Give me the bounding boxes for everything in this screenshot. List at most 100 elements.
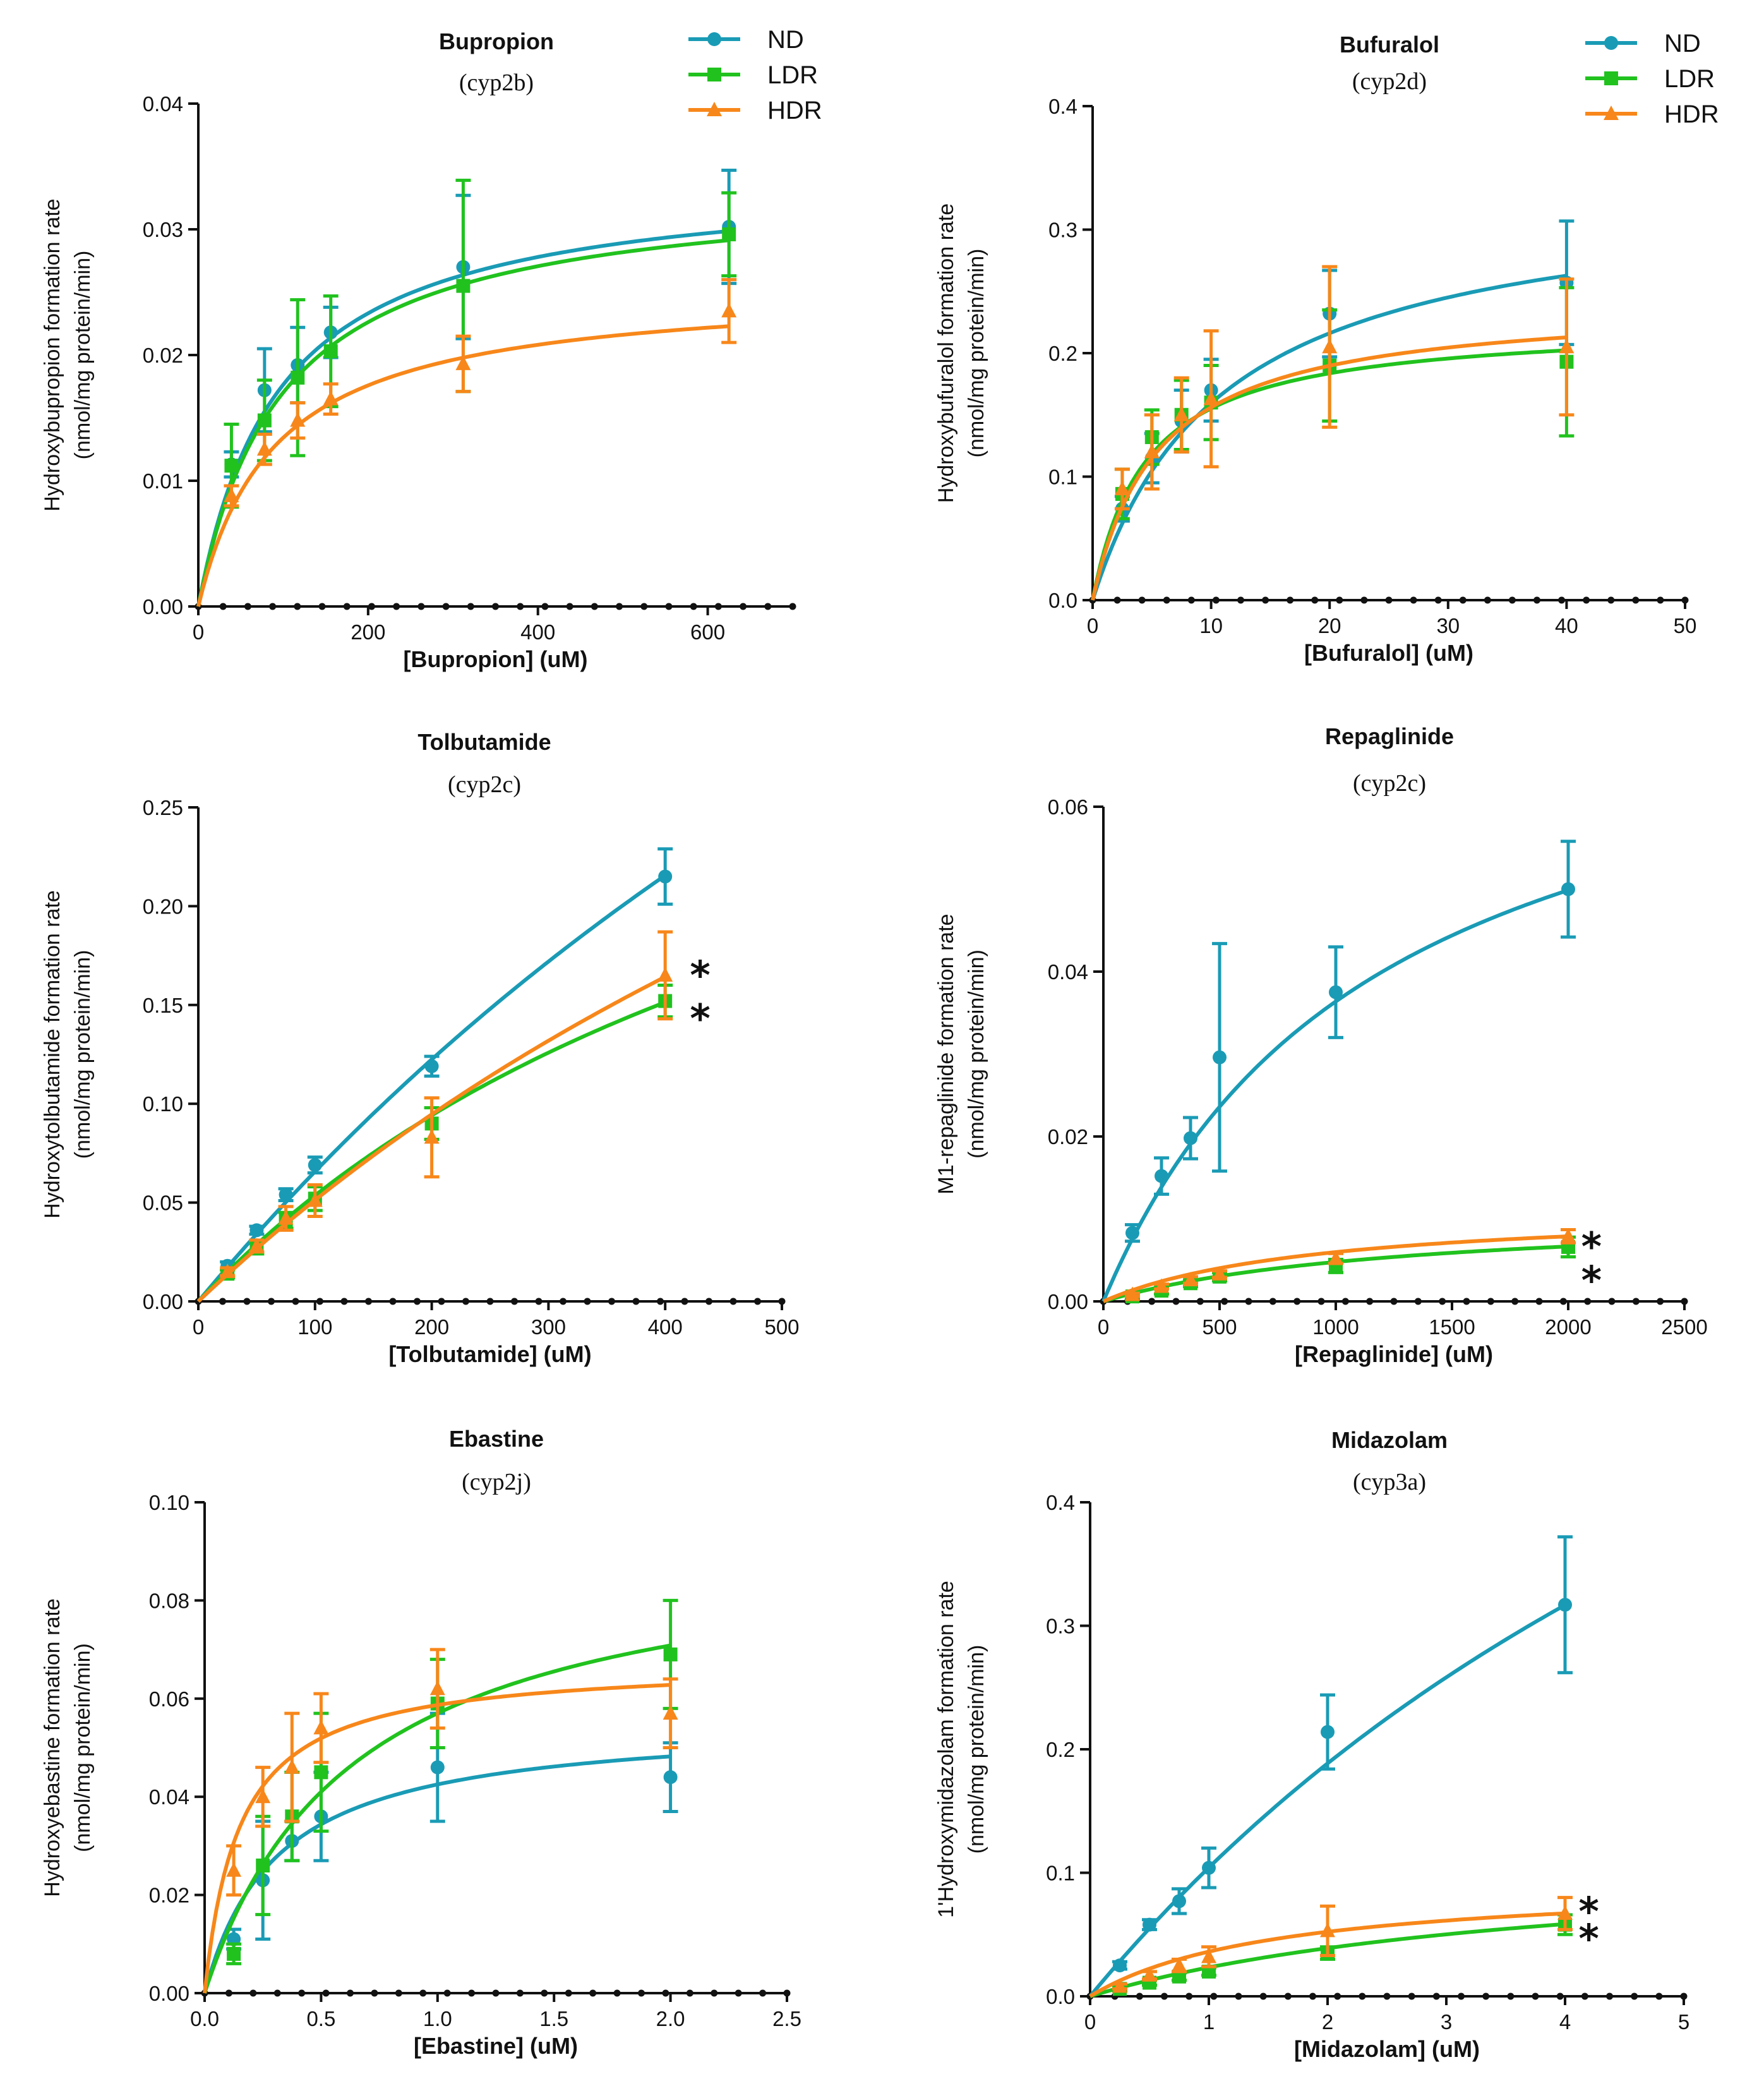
x-axis-label: [Ebastine] (uM) xyxy=(414,2033,578,2059)
baseline-dot xyxy=(442,603,450,610)
triangle-marker xyxy=(721,303,737,318)
x-tick-label: 500 xyxy=(1202,1315,1237,1339)
square-marker xyxy=(314,1765,328,1780)
y-tick-label: 0.4 xyxy=(1046,1491,1075,1514)
baseline-dot xyxy=(243,1298,251,1305)
x-tick-label: 1500 xyxy=(1429,1315,1475,1339)
y-tick-label: 0.02 xyxy=(143,344,183,367)
baseline-dot xyxy=(393,603,400,610)
significance-star: * xyxy=(690,996,710,1042)
y-tick-label: 0.15 xyxy=(143,994,183,1017)
x-tick-label: 0 xyxy=(1084,2010,1096,2034)
triangle-marker xyxy=(1114,481,1130,496)
significance-star: * xyxy=(1581,1257,1602,1303)
baseline-dot xyxy=(1583,596,1590,604)
baseline-dot xyxy=(608,1298,615,1305)
baseline-dot xyxy=(1161,1992,1168,2000)
x-axis-label: [Bupropion] (uM) xyxy=(404,646,588,672)
triangle-marker xyxy=(278,1210,294,1225)
baseline-dot xyxy=(1655,1992,1663,2000)
baseline-dot xyxy=(566,603,573,610)
baseline-dot xyxy=(584,1298,591,1305)
y-axis-label-units: (nmol/mg protein/min) xyxy=(964,249,988,458)
y-tick-label: 0.0 xyxy=(1048,589,1077,612)
baseline-dot xyxy=(1681,596,1689,604)
baseline-dot xyxy=(249,1989,257,1997)
circle-marker xyxy=(1113,1958,1127,1973)
baseline-dot xyxy=(1584,1298,1592,1305)
baseline-dot xyxy=(1385,596,1393,604)
baseline-dot xyxy=(1311,596,1319,604)
triangle-marker xyxy=(1172,1957,1187,1972)
baseline-dot xyxy=(1148,1298,1156,1305)
baseline-dot xyxy=(365,1298,372,1305)
triangle-marker xyxy=(1212,1265,1227,1281)
y-tick-label: 0.20 xyxy=(143,895,183,918)
triangle-marker xyxy=(249,1238,265,1253)
baseline-dot xyxy=(1317,1298,1325,1305)
y-axis-label: M1-repaglinide formation rate xyxy=(934,913,958,1194)
chart-subtitle: (cyp3a) xyxy=(1353,1469,1426,1495)
baseline-dot xyxy=(1293,1298,1301,1305)
triangle-marker xyxy=(1320,1922,1335,1938)
series-hdr xyxy=(1102,1227,1576,1303)
triangle-marker xyxy=(1112,1978,1127,1993)
x-tick-label: 0 xyxy=(1087,614,1098,637)
baseline-dot xyxy=(1366,1298,1374,1305)
baseline-dot xyxy=(778,1298,786,1305)
circle-marker xyxy=(249,1223,264,1238)
baseline-dot xyxy=(1608,1298,1616,1305)
baseline-dot xyxy=(1657,1298,1664,1305)
y-tick-label: 0.03 xyxy=(143,218,183,241)
chart-panel-ebastine: Ebastine (cyp2j) 0.00 0.02 0.04 0.06 0.08 0.10 0… xyxy=(40,1426,801,2059)
baseline-dot xyxy=(591,603,598,610)
baseline-dot xyxy=(1535,1298,1543,1305)
baseline-dot xyxy=(414,1298,421,1305)
y-tick-label: 0.2 xyxy=(1048,342,1077,365)
y-tick-label: 0.00 xyxy=(1048,1290,1088,1313)
baseline-dot xyxy=(1680,1992,1688,2000)
chart-subtitle: (cyp2c) xyxy=(1353,770,1426,797)
baseline-dot xyxy=(1360,596,1368,604)
baseline-dot xyxy=(462,1298,469,1305)
triangle-marker xyxy=(455,355,471,370)
y-tick-label: 0.10 xyxy=(149,1491,189,1514)
triangle-marker xyxy=(1173,406,1189,421)
circle-marker xyxy=(308,1158,322,1173)
y-tick-label: 0.00 xyxy=(149,1982,189,2005)
baseline-dot xyxy=(1334,1992,1341,2000)
series-ldr xyxy=(203,1598,678,1994)
baseline-dot xyxy=(1172,1298,1180,1305)
baseline-dot xyxy=(1581,1992,1588,2000)
baseline-dot xyxy=(1138,596,1146,604)
baseline-dot xyxy=(1632,1298,1640,1305)
series-nd xyxy=(196,168,737,607)
circle-marker xyxy=(279,1188,293,1202)
baseline-dot xyxy=(1657,596,1664,604)
triangle-marker xyxy=(1322,339,1338,354)
y-axis-label-units: (nmol/mg protein/min) xyxy=(71,1643,95,1852)
baseline-dot xyxy=(1235,1992,1242,2000)
baseline-dot xyxy=(1507,1992,1515,2000)
legend-label: HDR xyxy=(1664,100,1719,128)
x-tick-label: 100 xyxy=(297,1315,332,1339)
circle-marker xyxy=(424,1059,439,1073)
legend-label: LDR xyxy=(767,61,818,89)
triangle-marker xyxy=(663,1705,678,1720)
legend-label: ND xyxy=(767,26,804,54)
baseline-dot xyxy=(322,1989,330,1997)
baseline-dot xyxy=(343,603,351,610)
triangle-marker xyxy=(1604,106,1619,120)
baseline-dot xyxy=(1631,1992,1638,2000)
x-tick-label: 300 xyxy=(531,1315,566,1339)
x-tick-label: 30 xyxy=(1436,614,1460,637)
y-axis-label-units: (nmol/mg protein/min) xyxy=(71,251,95,460)
x-tick-label: 0.0 xyxy=(190,2007,219,2030)
square-marker xyxy=(224,459,239,473)
y-tick-label: 0.08 xyxy=(149,1589,189,1612)
baseline-dot xyxy=(1410,596,1417,604)
baseline-dot xyxy=(1532,1992,1539,2000)
baseline-dot xyxy=(1163,596,1170,604)
baseline-dot xyxy=(298,1989,306,1997)
baseline-dot xyxy=(714,603,722,610)
